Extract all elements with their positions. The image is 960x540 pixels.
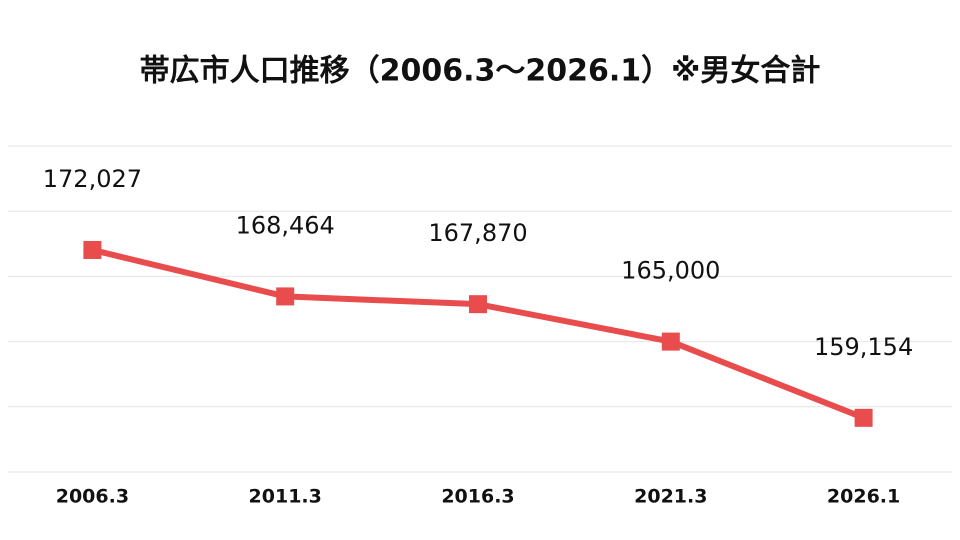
- value-label: 168,464: [236, 211, 335, 239]
- value-label: 167,870: [428, 219, 527, 247]
- x-tick-label: 2016.3: [441, 486, 514, 508]
- value-label: 165,000: [621, 257, 720, 285]
- marker: [83, 240, 102, 259]
- value-label: 159,154: [814, 333, 913, 361]
- chart-title: 帯広市人口推移（2006.3～2026.1）※男女合計: [140, 54, 821, 89]
- x-tick-label: 2006.3: [56, 486, 129, 508]
- marker: [276, 287, 295, 306]
- x-tick-label: 2021.3: [634, 486, 707, 508]
- x-tick-label: 2026.1: [827, 486, 900, 508]
- marker: [469, 295, 487, 314]
- marker: [661, 332, 680, 351]
- marker: [854, 408, 873, 427]
- value-label: 172,027: [43, 165, 142, 193]
- x-tick-label: 2011.3: [249, 486, 322, 508]
